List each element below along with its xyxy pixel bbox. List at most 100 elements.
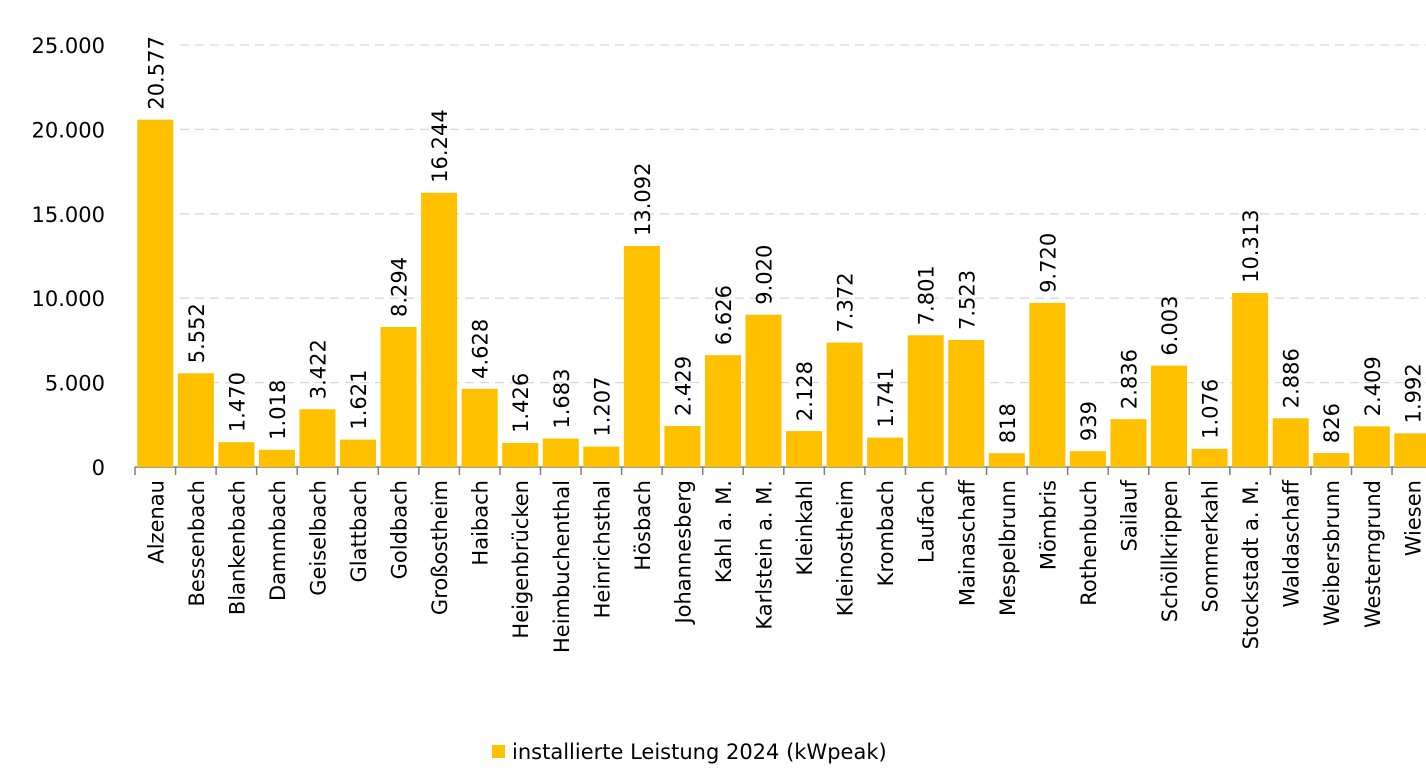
bar xyxy=(380,326,417,467)
data-label: 9.720 xyxy=(1036,233,1060,293)
data-label: 7.372 xyxy=(834,272,858,332)
bar xyxy=(1069,451,1106,467)
bar xyxy=(340,439,377,467)
x-tick-label: Sailauf xyxy=(1117,479,1141,551)
bar xyxy=(988,453,1025,467)
data-label: 2.886 xyxy=(1280,348,1304,408)
x-tick-label: Hösbach xyxy=(631,480,655,571)
x-tick-label: Heinrichsthal xyxy=(590,480,614,618)
data-label: 818 xyxy=(996,403,1020,443)
x-tick-label: Krombach xyxy=(874,480,898,586)
data-label: 1.683 xyxy=(550,368,574,428)
legend-swatch xyxy=(492,745,505,758)
data-label: 1.426 xyxy=(509,373,533,433)
x-tick-label: Johannesberg xyxy=(671,480,695,626)
bar xyxy=(1110,419,1147,467)
data-label: 7.523 xyxy=(955,270,979,330)
x-tick-label: Geiselbach xyxy=(306,480,330,596)
bar xyxy=(502,442,539,467)
x-tick-label: Laufach xyxy=(915,480,939,563)
data-label: 2.128 xyxy=(793,361,817,421)
x-tick-label: Schöllkrippen xyxy=(1158,480,1182,622)
bar xyxy=(421,192,458,468)
data-label: 8.294 xyxy=(388,257,412,317)
x-tick-label: Dammbach xyxy=(266,480,290,601)
bar xyxy=(826,342,863,467)
data-label: 2.836 xyxy=(1117,349,1141,409)
x-tick-label: Waldaschaff xyxy=(1280,479,1304,607)
bar xyxy=(1272,418,1309,467)
data-label: 2.429 xyxy=(671,356,695,416)
data-label: 1.470 xyxy=(225,372,249,432)
x-tick-label: Großostheim xyxy=(428,480,452,615)
bar xyxy=(704,355,741,467)
y-tick-label: 5.000 xyxy=(45,372,105,396)
data-label: 16.244 xyxy=(428,109,452,182)
data-label: 1.621 xyxy=(347,370,371,430)
x-tick-label: Heimbuchenthal xyxy=(550,480,574,653)
bar xyxy=(948,340,985,467)
bar xyxy=(258,449,295,467)
bar xyxy=(542,438,579,467)
data-label: 826 xyxy=(1320,403,1344,443)
bar xyxy=(745,314,782,467)
data-label: 20.577 xyxy=(144,36,168,109)
x-tick-label: Mespelbrunn xyxy=(996,480,1020,616)
data-label: 1.741 xyxy=(874,367,898,427)
bar xyxy=(299,409,336,467)
bar xyxy=(1353,426,1390,467)
data-label: 13.092 xyxy=(631,163,655,236)
bar xyxy=(177,373,214,467)
y-tick-label: 10.000 xyxy=(32,287,105,311)
bar xyxy=(623,246,660,467)
x-tick-label: Haibach xyxy=(469,480,493,566)
bar xyxy=(786,431,823,467)
x-tick-label: Stockstadt a. M. xyxy=(1239,480,1263,649)
bar xyxy=(867,437,904,467)
data-label: 1.018 xyxy=(266,380,290,440)
y-tick-label: 25.000 xyxy=(32,34,105,58)
data-label: 6.626 xyxy=(712,285,736,345)
y-tick-label: 15.000 xyxy=(32,203,105,227)
x-tick-label: Kleinkahl xyxy=(793,480,817,575)
x-tick-label: Heigenbrücken xyxy=(509,480,533,639)
x-tick-label: Kleinostheim xyxy=(834,480,858,616)
x-tick-label: Sommerkahl xyxy=(1199,480,1223,612)
bar xyxy=(218,442,255,467)
x-tick-label: Mainaschaff xyxy=(955,479,979,606)
x-tick-label: Bessenbach xyxy=(185,480,209,607)
data-label: 1.992 xyxy=(1401,363,1425,423)
x-tick-label: Goldbach xyxy=(388,480,412,579)
bar xyxy=(1191,448,1228,467)
x-tick-label: Alzenau xyxy=(144,480,168,564)
data-label: 2.409 xyxy=(1361,356,1385,416)
x-tick-label: Westerngrund xyxy=(1361,480,1385,628)
data-label: 6.003 xyxy=(1158,296,1182,356)
x-tick-label: Rothenbuch xyxy=(1077,480,1101,606)
x-tick-label: Kahl a. M. xyxy=(712,480,736,583)
x-tick-label: Blankenbach xyxy=(225,480,249,615)
bar xyxy=(907,335,944,467)
bar xyxy=(137,119,174,467)
y-tick-label: 0 xyxy=(92,456,105,480)
bar xyxy=(461,388,498,467)
bar xyxy=(1232,292,1269,467)
bar xyxy=(583,446,620,467)
x-tick-label: Glattbach xyxy=(347,480,371,583)
data-label: 3.422 xyxy=(306,339,330,399)
x-tick-label: Mömbris xyxy=(1036,480,1060,570)
data-label: 4.628 xyxy=(469,319,493,379)
bar xyxy=(1313,453,1350,467)
data-label: 939 xyxy=(1077,401,1101,441)
bar xyxy=(664,425,701,467)
x-tick-label: Wiesen xyxy=(1401,480,1425,556)
bar xyxy=(1029,302,1066,467)
data-label: 9.020 xyxy=(753,245,777,305)
data-label: 5.552 xyxy=(185,303,209,363)
bar xyxy=(1394,433,1426,467)
bar xyxy=(1151,365,1188,467)
data-label: 1.076 xyxy=(1199,379,1223,439)
data-label: 1.207 xyxy=(590,377,614,437)
